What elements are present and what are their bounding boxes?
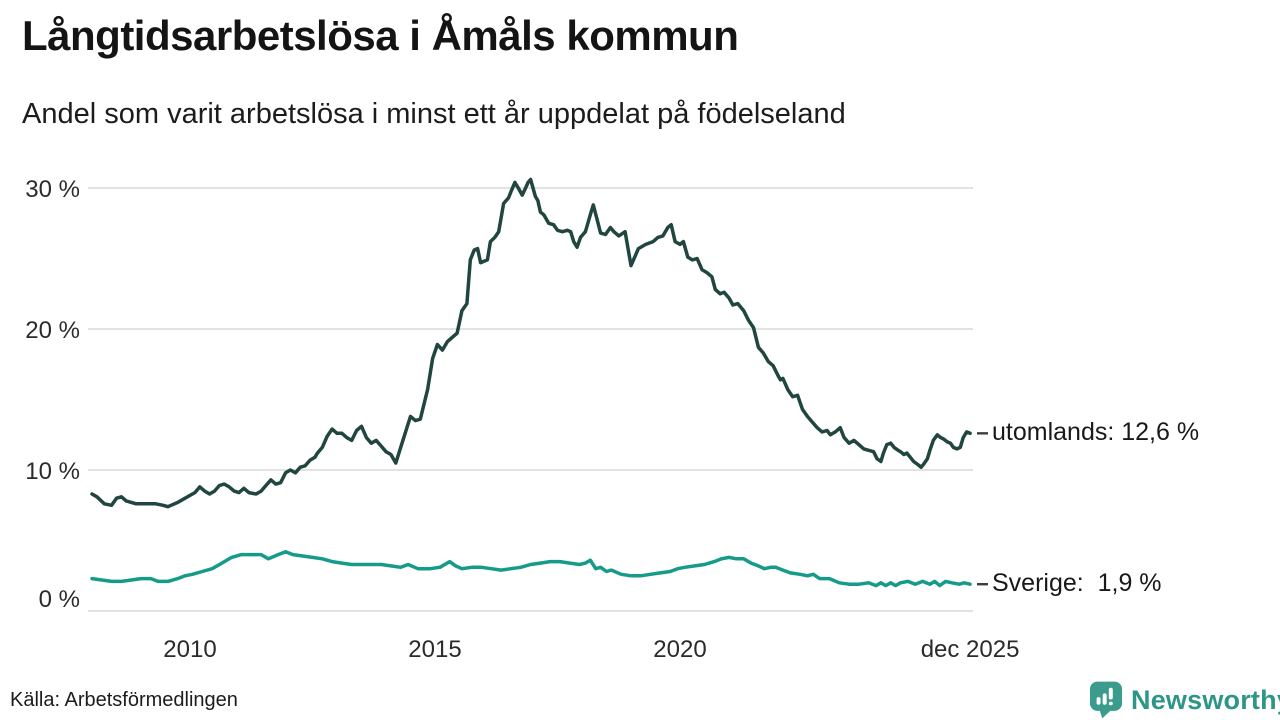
series-line-utomlands [90,177,972,509]
x-axis-tick-label: 2015 [408,636,461,663]
source-note: Källa: Arbetsförmedlingen [10,689,238,711]
series-end-label-utomlands: utomlands: 12,6 % [992,418,1200,447]
newsworthy-logo-link[interactable]: Newsworthy [1089,681,1280,719]
y-axis-tick-label: 20 % [25,317,80,344]
newsworthy-logo-icon [1089,681,1123,719]
x-axis-tick-label: dec 2025 [921,636,1020,663]
y-axis-tick-label: 30 % [25,176,80,203]
series-line-sverige [90,550,972,588]
newsworthy-logo-text: Newsworthy [1131,684,1280,715]
page-title: Långtidsarbetslösa i Åmåls kommun [22,12,739,59]
y-axis-tick-label: 10 % [25,458,80,485]
y-axis-tick-label: 0 % [39,586,80,613]
series-end-label-sverige: Sverige: 1,9 % [992,569,1162,598]
page-subtitle: Andel som varit arbetslösa i minst ett å… [22,98,846,130]
x-axis-tick-label: 2010 [163,636,216,663]
x-axis-tick-label: 2020 [653,636,706,663]
